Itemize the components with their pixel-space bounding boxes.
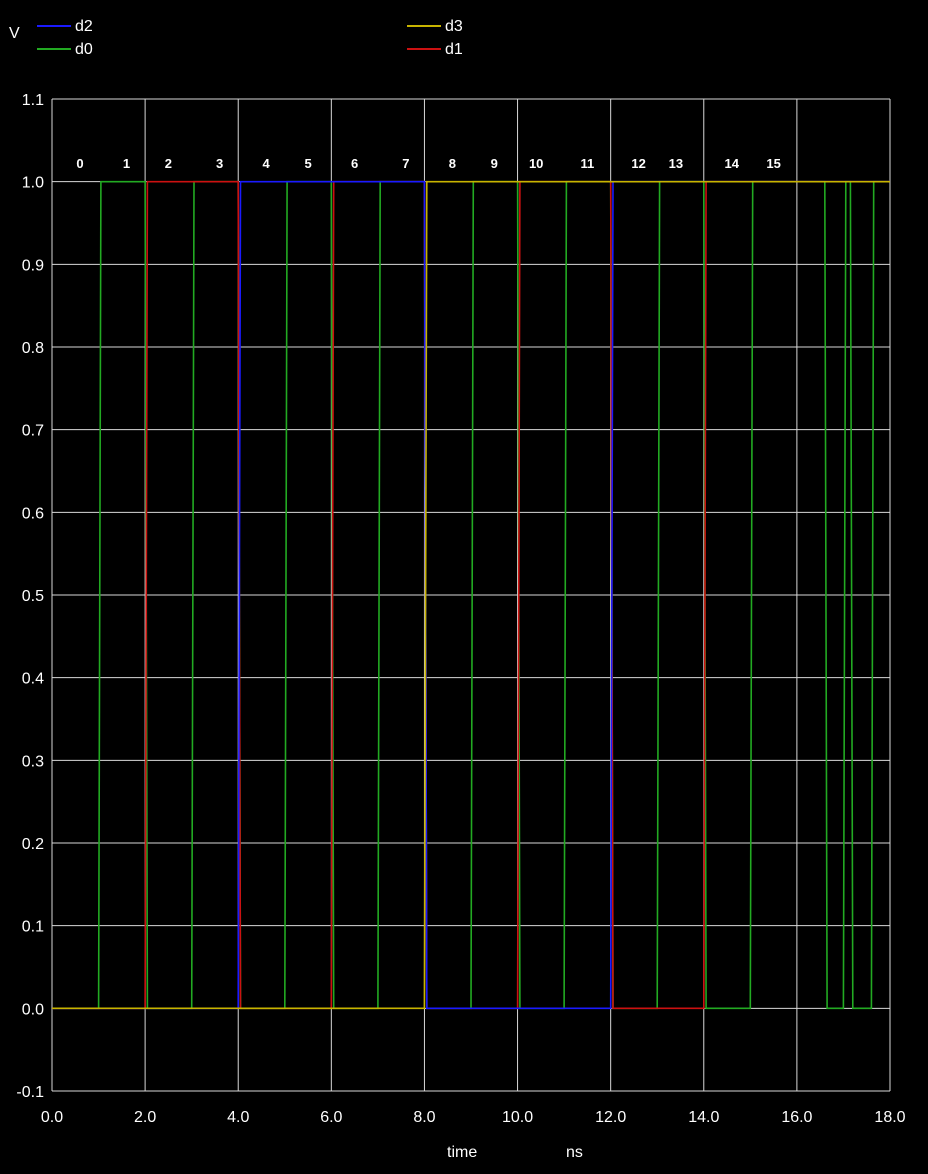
state-label: 10: [529, 156, 543, 171]
state-label: 0: [76, 156, 83, 171]
series-d3: [52, 180, 890, 1010]
state-label: 5: [304, 156, 311, 171]
legend-label-d2: d2: [75, 18, 93, 35]
state-label: 13: [669, 156, 683, 171]
x-tick-label: 6.0: [320, 1109, 342, 1126]
state-label: 1: [123, 156, 130, 171]
x-axis-label: time: [447, 1144, 477, 1161]
y-tick-label: 0.9: [22, 257, 44, 274]
y-tick-label: 0.5: [22, 588, 44, 605]
x-tick-label: 12.0: [595, 1109, 626, 1126]
state-label: 4: [263, 156, 271, 171]
x-tick-label: 2.0: [134, 1109, 156, 1126]
y-tick-label: 0.8: [22, 340, 44, 357]
state-label: 8: [449, 156, 456, 171]
state-label: 11: [581, 156, 595, 171]
x-tick-label: 14.0: [688, 1109, 719, 1126]
y-tick-label: 0.2: [22, 836, 44, 853]
x-tick-label: 16.0: [781, 1109, 812, 1126]
y-tick-label: 0.0: [22, 1001, 44, 1018]
y-tick-label: 0.7: [22, 423, 44, 440]
state-label: 9: [491, 156, 498, 171]
y-tick-label: 0.4: [22, 671, 44, 688]
y-tick-label: 1.0: [22, 175, 44, 192]
y-tick-label: 0.1: [22, 919, 44, 936]
x-tick-label: 18.0: [874, 1109, 905, 1126]
y-tick-label: 0.6: [22, 505, 44, 522]
x-tick-labels: 0.0 2.0 4.0 6.0 8.0 10.0 12.0 14.0 16.0 18.0: [41, 1109, 906, 1126]
x-tick-label: 8.0: [413, 1109, 435, 1126]
x-tick-label: 4.0: [227, 1109, 249, 1126]
legend-label-d1: d1: [445, 41, 463, 58]
series-lines: [52, 180, 890, 1010]
y-tick-label: 1.1: [22, 92, 44, 109]
y-axis-label: V: [9, 25, 20, 42]
x-tick-label: 0.0: [41, 1109, 63, 1126]
state-label: 14: [724, 156, 739, 171]
y-tick-label: 0.3: [22, 753, 44, 770]
x-tick-label: 10.0: [502, 1109, 533, 1126]
y-tick-labels: -0.1 0.0 0.1 0.2 0.3 0.4 0.5 0.6 0.7 0.8 0.9 1.0 1.1: [16, 92, 44, 1101]
state-label: 3: [216, 156, 223, 171]
x-axis-unit: ns: [566, 1144, 583, 1161]
legend-label-d0: d0: [75, 41, 93, 58]
state-label: 2: [165, 156, 172, 171]
state-label: 12: [631, 156, 645, 171]
state-label: 7: [402, 156, 409, 171]
state-labels: 0 1 2 3 4 5 6 7 8 9 10 11 12 13 14 15: [76, 156, 781, 171]
y-tick-label: -0.1: [16, 1084, 44, 1101]
legend-label-d3: d3: [445, 18, 463, 35]
legend: d2 d3 d0 d1: [37, 18, 463, 58]
state-label: 15: [766, 156, 780, 171]
state-label: 6: [351, 156, 358, 171]
